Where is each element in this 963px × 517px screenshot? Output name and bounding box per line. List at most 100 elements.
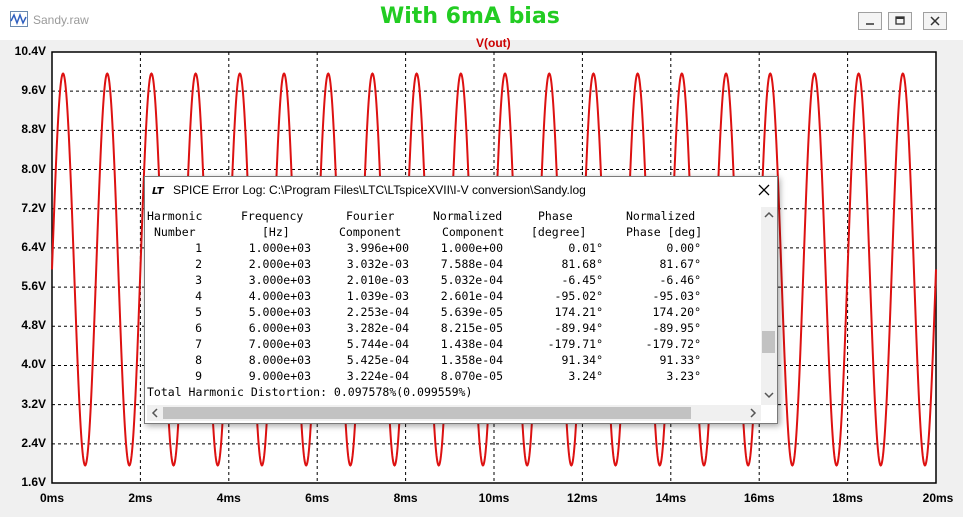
harmonic-cell: 3 bbox=[195, 273, 202, 287]
harmonic-cell: -179.71° bbox=[547, 337, 603, 351]
header-row-2: Number [Hz] Component Component [degree]… bbox=[147, 225, 702, 241]
harmonic-cell: 1 bbox=[195, 241, 202, 255]
scroll-up-icon[interactable] bbox=[761, 207, 777, 223]
harmonic-cell: 7.588e-04 bbox=[440, 257, 503, 271]
restore-button[interactable] bbox=[888, 12, 912, 30]
x-tick-label: 16ms bbox=[743, 491, 775, 505]
dialog-close-icon[interactable] bbox=[755, 181, 773, 199]
harmonic-cell: 4 bbox=[195, 289, 202, 303]
svg-text:LT: LT bbox=[152, 186, 165, 197]
harmonic-cell: 8.215e-05 bbox=[440, 321, 503, 335]
x-tick-label: 8ms bbox=[393, 491, 418, 505]
harmonic-cell: 91.34° bbox=[561, 353, 603, 367]
harmonic-cell: 0.00° bbox=[666, 241, 701, 255]
horizontal-scroll-thumb[interactable] bbox=[163, 407, 691, 419]
harmonic-cell: 5.000e+03 bbox=[248, 305, 311, 319]
harmonic-cell: 6.000e+03 bbox=[248, 321, 311, 335]
x-tick-label: 6ms bbox=[305, 491, 330, 505]
harmonic-cell: 2 bbox=[195, 257, 202, 271]
trace-label[interactable]: V(out) bbox=[476, 36, 511, 50]
scroll-down-icon[interactable] bbox=[761, 387, 777, 403]
ltspice-logo-icon: LT bbox=[151, 183, 169, 197]
x-tick-label: 0ms bbox=[39, 491, 65, 505]
harmonic-cell: 2.253e-04 bbox=[346, 305, 409, 319]
x-tick-label: 12ms bbox=[567, 491, 598, 505]
harmonic-cell: 91.33° bbox=[659, 353, 701, 367]
harmonic-cell: 174.21° bbox=[554, 305, 603, 319]
harmonic-cell: 81.67° bbox=[659, 257, 701, 271]
x-tick-label: 4ms bbox=[216, 491, 241, 505]
harmonic-cell: 8.000e+03 bbox=[248, 353, 311, 367]
harmonic-cell: 2.601e-04 bbox=[440, 289, 503, 303]
header-norm-component: Component bbox=[442, 225, 505, 239]
harmonic-cell: 3.996e+00 bbox=[346, 241, 409, 255]
close-icon bbox=[930, 16, 940, 26]
harmonic-cell: 2.010e-03 bbox=[346, 273, 409, 287]
harmonic-cell: 174.20° bbox=[652, 305, 701, 319]
header-normalized: Normalized bbox=[433, 209, 503, 223]
harmonic-cell: 3.032e-03 bbox=[346, 257, 409, 271]
scroll-left-icon[interactable] bbox=[147, 405, 163, 421]
harmonic-cell: -89.94° bbox=[554, 321, 603, 335]
vertical-scrollbar[interactable] bbox=[761, 207, 777, 405]
waveform-app-icon bbox=[10, 11, 28, 27]
y-tick-label: 8.0V bbox=[21, 161, 46, 176]
x-tick-label: 2ms bbox=[128, 491, 153, 505]
harmonic-cell: 9.000e+03 bbox=[248, 369, 311, 383]
x-tick-label: 10ms bbox=[478, 491, 510, 505]
harmonic-cell: 5.032e-04 bbox=[440, 273, 503, 287]
dialog-title: SPICE Error Log: C:\Program Files\LTC\LT… bbox=[173, 183, 586, 197]
header-row-1: Harmonic Frequency Fourier Normalized Ph… bbox=[147, 209, 695, 225]
x-tick-label: 18ms bbox=[832, 491, 863, 505]
harmonic-cell: 3.23° bbox=[666, 369, 701, 383]
harmonic-cell: 3.24° bbox=[568, 369, 603, 383]
harmonic-cell: -179.72° bbox=[645, 337, 701, 351]
fourier-log-text[interactable]: Harmonic Frequency Fourier Normalized Ph… bbox=[147, 209, 761, 405]
minimize-icon bbox=[866, 23, 874, 25]
harmonic-cell: 3.224e-04 bbox=[346, 369, 409, 383]
vertical-scroll-thumb[interactable] bbox=[762, 331, 775, 353]
header-phase: Phase bbox=[538, 209, 573, 223]
header-fourier: Fourier bbox=[346, 209, 395, 223]
y-tick-label: 2.4V bbox=[21, 435, 46, 450]
harmonic-cell: -89.95° bbox=[652, 321, 701, 335]
y-tick-label: 9.6V bbox=[21, 83, 46, 98]
x-tick-label: 14ms bbox=[655, 491, 687, 505]
y-tick-label: 8.8V bbox=[21, 122, 46, 137]
harmonic-cell: 1.000e+00 bbox=[440, 241, 503, 255]
scroll-right-icon[interactable] bbox=[745, 405, 761, 421]
harmonic-cell: 1.438e-04 bbox=[440, 337, 503, 351]
harmonic-cell: 3.282e-04 bbox=[346, 321, 409, 335]
header-hz: [Hz] bbox=[262, 225, 290, 239]
harmonic-cell: 5.639e-05 bbox=[440, 305, 503, 319]
thd-line: Total Harmonic Distortion: 0.097578%(0.0… bbox=[147, 385, 473, 399]
harmonic-cell: 8.070e-05 bbox=[440, 369, 503, 383]
header-number: Number bbox=[154, 225, 196, 239]
header-frequency: Frequency bbox=[241, 209, 304, 223]
overlay-title: With 6mA bias bbox=[380, 4, 560, 29]
harmonic-cell: 2.000e+03 bbox=[248, 257, 311, 271]
x-tick-label: 20ms bbox=[922, 491, 954, 505]
harmonic-cell: 1.039e-03 bbox=[346, 289, 409, 303]
window-titlebar: Sandy.raw With 6mA bias bbox=[0, 0, 963, 40]
harmonic-cell: 5.425e-04 bbox=[346, 353, 409, 367]
header-harmonic: Harmonic bbox=[147, 209, 203, 223]
window-title: Sandy.raw bbox=[33, 13, 89, 27]
header-normalized-phase: Normalized bbox=[626, 209, 696, 223]
harmonic-cell: 6 bbox=[195, 321, 202, 335]
harmonic-cell: 81.68° bbox=[561, 257, 603, 271]
harmonic-cell: -6.45° bbox=[561, 273, 603, 287]
y-tick-label: 6.4V bbox=[21, 239, 46, 254]
harmonic-cell: -6.46° bbox=[659, 273, 701, 287]
harmonic-cell: 7 bbox=[195, 337, 202, 351]
harmonic-cell: 7.000e+03 bbox=[248, 337, 311, 351]
horizontal-scrollbar[interactable] bbox=[147, 405, 761, 421]
harmonic-cell: 0.01° bbox=[568, 241, 603, 255]
y-tick-label: 5.6V bbox=[21, 279, 46, 294]
close-button[interactable] bbox=[923, 12, 947, 30]
restore-icon bbox=[895, 16, 905, 25]
harmonic-cell: 4.000e+03 bbox=[248, 289, 311, 303]
minimize-button[interactable] bbox=[858, 12, 882, 30]
harmonic-cell: 1.358e-04 bbox=[440, 353, 503, 367]
spice-error-log-dialog: LT SPICE Error Log: C:\Program Files\LTC… bbox=[144, 176, 778, 424]
